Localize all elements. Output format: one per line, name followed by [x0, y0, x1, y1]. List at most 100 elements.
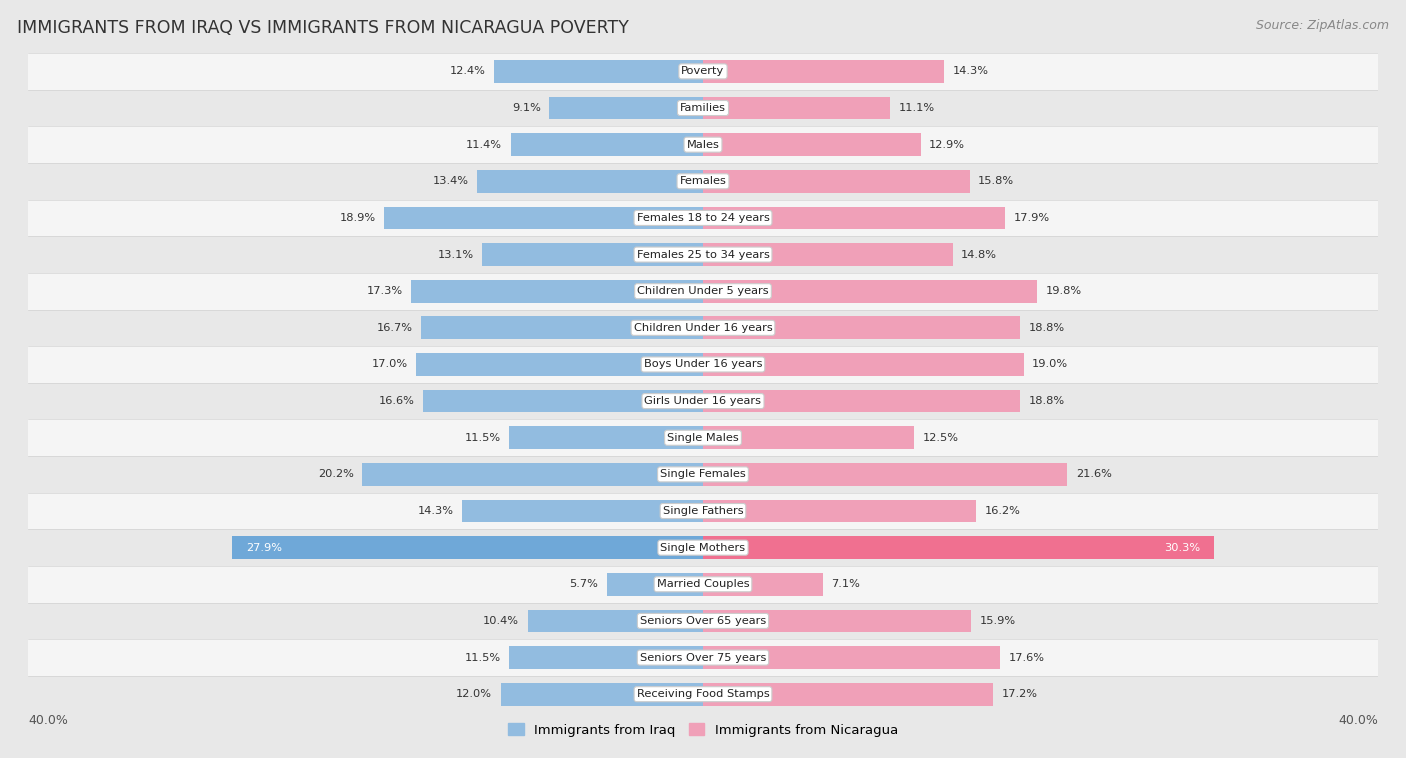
- Bar: [703, 683, 993, 706]
- Text: Single Mothers: Single Mothers: [661, 543, 745, 553]
- Bar: [703, 463, 1067, 486]
- Text: Poverty: Poverty: [682, 67, 724, 77]
- Text: 11.4%: 11.4%: [467, 139, 502, 149]
- Bar: [703, 317, 1021, 339]
- Bar: [28, 89, 1378, 127]
- Bar: [28, 236, 1378, 273]
- Bar: [28, 383, 1378, 419]
- Bar: [527, 609, 703, 632]
- Bar: [509, 427, 703, 449]
- Bar: [28, 493, 1378, 529]
- Text: 13.1%: 13.1%: [437, 249, 474, 259]
- Text: 14.3%: 14.3%: [418, 506, 453, 516]
- Text: Families: Families: [681, 103, 725, 113]
- Bar: [28, 603, 1378, 639]
- Text: IMMIGRANTS FROM IRAQ VS IMMIGRANTS FROM NICARAGUA POVERTY: IMMIGRANTS FROM IRAQ VS IMMIGRANTS FROM …: [17, 19, 628, 37]
- Bar: [703, 390, 1021, 412]
- Bar: [28, 163, 1378, 199]
- Bar: [416, 353, 703, 376]
- Text: 18.8%: 18.8%: [1029, 396, 1064, 406]
- Text: 12.0%: 12.0%: [456, 689, 492, 699]
- Text: Boys Under 16 years: Boys Under 16 years: [644, 359, 762, 369]
- Bar: [703, 133, 921, 156]
- Text: 12.5%: 12.5%: [922, 433, 959, 443]
- Text: 13.4%: 13.4%: [433, 177, 468, 186]
- Bar: [501, 683, 703, 706]
- Bar: [482, 243, 703, 266]
- Bar: [703, 243, 953, 266]
- Text: Males: Males: [686, 139, 720, 149]
- Text: Children Under 5 years: Children Under 5 years: [637, 287, 769, 296]
- Bar: [28, 566, 1378, 603]
- Text: 15.9%: 15.9%: [980, 616, 1015, 626]
- Bar: [510, 133, 703, 156]
- Bar: [422, 317, 703, 339]
- Bar: [703, 97, 890, 119]
- Text: 30.3%: 30.3%: [1164, 543, 1201, 553]
- Bar: [703, 207, 1005, 229]
- Text: Seniors Over 65 years: Seniors Over 65 years: [640, 616, 766, 626]
- Bar: [703, 280, 1038, 302]
- Text: 18.9%: 18.9%: [340, 213, 375, 223]
- Text: Single Females: Single Females: [661, 469, 745, 479]
- Text: 17.6%: 17.6%: [1008, 653, 1045, 662]
- Text: 17.9%: 17.9%: [1014, 213, 1049, 223]
- Bar: [461, 500, 703, 522]
- Text: 16.6%: 16.6%: [378, 396, 415, 406]
- Bar: [28, 529, 1378, 566]
- Bar: [28, 456, 1378, 493]
- Bar: [703, 609, 972, 632]
- Bar: [28, 53, 1378, 89]
- Text: 12.9%: 12.9%: [929, 139, 965, 149]
- Text: 40.0%: 40.0%: [1339, 713, 1378, 727]
- Bar: [703, 353, 1024, 376]
- Text: 12.4%: 12.4%: [450, 67, 485, 77]
- Text: 20.2%: 20.2%: [318, 469, 354, 479]
- Text: Females 25 to 34 years: Females 25 to 34 years: [637, 249, 769, 259]
- Text: 17.2%: 17.2%: [1001, 689, 1038, 699]
- Text: 17.3%: 17.3%: [367, 287, 402, 296]
- Text: 15.8%: 15.8%: [979, 177, 1014, 186]
- Bar: [703, 427, 914, 449]
- Bar: [550, 97, 703, 119]
- Bar: [28, 419, 1378, 456]
- Bar: [232, 537, 703, 559]
- Bar: [28, 273, 1378, 309]
- Text: 11.1%: 11.1%: [898, 103, 935, 113]
- Text: 14.3%: 14.3%: [953, 67, 988, 77]
- Text: 19.8%: 19.8%: [1046, 287, 1081, 296]
- Bar: [384, 207, 703, 229]
- Text: Seniors Over 75 years: Seniors Over 75 years: [640, 653, 766, 662]
- Bar: [703, 537, 1215, 559]
- Text: Children Under 16 years: Children Under 16 years: [634, 323, 772, 333]
- Text: Single Males: Single Males: [666, 433, 740, 443]
- Bar: [703, 573, 823, 596]
- Text: 9.1%: 9.1%: [512, 103, 541, 113]
- Bar: [28, 127, 1378, 163]
- Bar: [28, 639, 1378, 676]
- Bar: [703, 500, 976, 522]
- Text: Receiving Food Stamps: Receiving Food Stamps: [637, 689, 769, 699]
- Text: 16.2%: 16.2%: [984, 506, 1021, 516]
- Text: 16.7%: 16.7%: [377, 323, 413, 333]
- Bar: [703, 60, 945, 83]
- Text: 27.9%: 27.9%: [246, 543, 281, 553]
- Bar: [494, 60, 703, 83]
- Text: 18.8%: 18.8%: [1029, 323, 1064, 333]
- Bar: [28, 199, 1378, 236]
- Bar: [607, 573, 703, 596]
- Bar: [423, 390, 703, 412]
- Text: Married Couples: Married Couples: [657, 579, 749, 589]
- Text: 21.6%: 21.6%: [1076, 469, 1112, 479]
- Text: 40.0%: 40.0%: [28, 713, 67, 727]
- Text: 5.7%: 5.7%: [569, 579, 599, 589]
- Text: 11.5%: 11.5%: [464, 653, 501, 662]
- Bar: [703, 170, 970, 193]
- Bar: [28, 309, 1378, 346]
- Text: 19.0%: 19.0%: [1032, 359, 1069, 369]
- Bar: [477, 170, 703, 193]
- Text: 10.4%: 10.4%: [484, 616, 519, 626]
- Bar: [28, 346, 1378, 383]
- Text: 7.1%: 7.1%: [831, 579, 860, 589]
- Text: Females 18 to 24 years: Females 18 to 24 years: [637, 213, 769, 223]
